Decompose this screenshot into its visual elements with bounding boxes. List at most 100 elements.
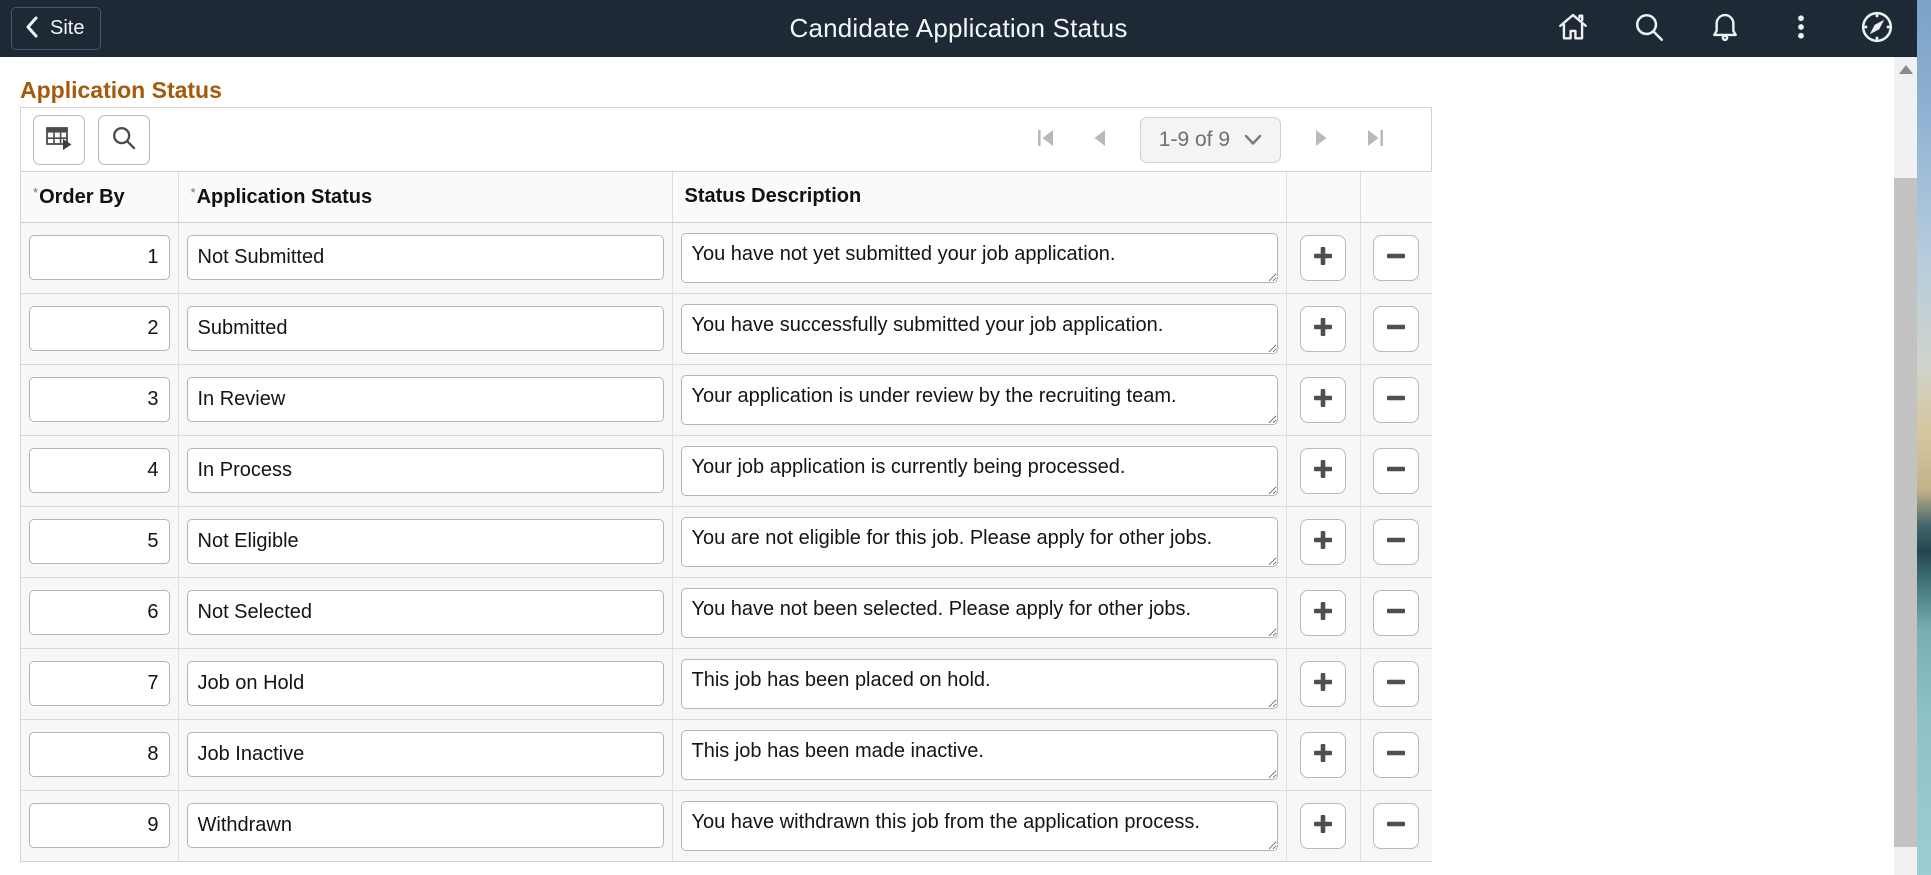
order-by-input[interactable]: [29, 306, 170, 351]
column-header-add: [1286, 172, 1361, 223]
order-by-input[interactable]: [29, 235, 170, 280]
grid-actions-button[interactable]: [33, 114, 85, 165]
status-description-textarea[interactable]: Your job application is currently being …: [680, 445, 1278, 496]
order-by-input[interactable]: [29, 732, 170, 777]
next-page-icon: [1309, 126, 1333, 153]
status-description-textarea[interactable]: You have not been selected. Please apply…: [680, 587, 1278, 638]
table-row: Your job application is currently being …: [21, 435, 1432, 507]
first-page-button[interactable]: [1032, 126, 1060, 154]
application-status-input[interactable]: [186, 306, 664, 351]
plus-icon: [1311, 528, 1335, 555]
column-header-order-by: *Order By: [21, 172, 179, 223]
desktop-wallpaper-sliver: [1917, 0, 1931, 875]
order-by-input[interactable]: [29, 377, 170, 422]
application-status-input[interactable]: [186, 803, 664, 849]
grid-toolbar: 1-9 of 9: [21, 108, 1431, 172]
application-status-input[interactable]: [186, 235, 664, 280]
order-by-input[interactable]: [29, 803, 170, 849]
add-row-button[interactable]: [1300, 518, 1346, 565]
delete-row-button[interactable]: [1373, 660, 1420, 707]
application-status-input[interactable]: [186, 732, 664, 777]
status-description-textarea[interactable]: This job has been made inactive.: [680, 729, 1278, 780]
row-range-label: 1-9 of 9: [1158, 127, 1230, 151]
add-row-button[interactable]: [1300, 731, 1346, 778]
more-actions-button[interactable]: [1779, 7, 1823, 51]
order-by-input[interactable]: [29, 448, 170, 493]
page-content: Application Status: [0, 57, 1894, 875]
add-row-button[interactable]: [1300, 447, 1346, 494]
add-row-button[interactable]: [1300, 589, 1346, 636]
minus-icon: [1384, 528, 1408, 555]
status-table: *Order By *Application Status Status Des…: [21, 172, 1432, 861]
table-row: Your application is under review by the …: [21, 364, 1432, 436]
plus-icon: [1311, 599, 1335, 626]
order-by-input[interactable]: [29, 661, 170, 706]
delete-row-button[interactable]: [1373, 305, 1420, 352]
status-description-textarea[interactable]: This job has been placed on hold.: [680, 658, 1278, 709]
application-status-input[interactable]: [186, 590, 664, 635]
order-by-input[interactable]: [29, 590, 170, 635]
plus-icon: [1311, 812, 1335, 839]
previous-page-button[interactable]: [1086, 126, 1114, 154]
next-page-button[interactable]: [1307, 126, 1335, 154]
minus-icon: [1384, 741, 1408, 768]
first-page-icon: [1034, 126, 1058, 153]
back-chevron-icon: [24, 16, 40, 41]
order-by-input[interactable]: [29, 519, 170, 564]
delete-row-button[interactable]: [1373, 234, 1420, 281]
required-marker: *: [190, 184, 196, 200]
application-status-input[interactable]: [186, 448, 664, 493]
table-row: You are not eligible for this job. Pleas…: [21, 506, 1432, 578]
find-button[interactable]: [98, 114, 150, 165]
vertical-scrollbar[interactable]: [1894, 57, 1917, 875]
application-status-grid: 1-9 of 9: [20, 107, 1432, 862]
add-row-button[interactable]: [1300, 376, 1346, 423]
plus-icon: [1311, 244, 1335, 271]
row-range-select[interactable]: 1-9 of 9: [1139, 116, 1281, 163]
column-header-application-status: *Application Status: [178, 172, 673, 223]
table-row: You have not yet submitted your job appl…: [21, 222, 1432, 294]
application-status-input[interactable]: [186, 377, 664, 422]
add-row-button[interactable]: [1300, 802, 1346, 849]
delete-row-button[interactable]: [1373, 518, 1420, 565]
search-button[interactable]: [1627, 7, 1671, 51]
status-description-textarea[interactable]: You have not yet submitted your job appl…: [680, 232, 1278, 283]
column-header-delete: [1360, 172, 1432, 223]
delete-row-button[interactable]: [1373, 802, 1420, 849]
last-page-button[interactable]: [1361, 126, 1389, 154]
minus-icon: [1384, 599, 1408, 626]
application-status-input[interactable]: [186, 661, 664, 706]
home-button[interactable]: [1551, 7, 1595, 51]
last-page-icon: [1363, 126, 1387, 153]
section-title: Application Status: [20, 77, 222, 103]
delete-row-button[interactable]: [1373, 447, 1420, 494]
delete-row-button[interactable]: [1373, 731, 1420, 778]
plus-icon: [1311, 741, 1335, 768]
app-header: Site Candidate Application Status: [0, 0, 1917, 57]
search-icon: [1632, 10, 1666, 47]
delete-row-button[interactable]: [1373, 376, 1420, 423]
delete-row-button[interactable]: [1373, 589, 1420, 636]
notifications-button[interactable]: [1703, 7, 1747, 51]
minus-icon: [1384, 386, 1408, 413]
status-description-textarea[interactable]: You have withdrawn this job from the app…: [680, 800, 1278, 851]
add-row-button[interactable]: [1300, 660, 1346, 707]
status-description-textarea[interactable]: You have successfully submitted your job…: [680, 303, 1278, 354]
add-row-button[interactable]: [1300, 234, 1346, 281]
home-icon: [1556, 10, 1590, 47]
chevron-down-icon: [1244, 128, 1262, 152]
status-description-textarea[interactable]: You are not eligible for this job. Pleas…: [680, 516, 1278, 567]
navbar-button[interactable]: [1855, 7, 1899, 51]
application-status-input[interactable]: [186, 519, 664, 564]
table-row: You have successfully submitted your job…: [21, 293, 1432, 365]
plus-icon: [1311, 315, 1335, 342]
scrollbar-up-arrow-icon[interactable]: [1899, 65, 1913, 74]
table-row: This job has been placed on hold.: [21, 648, 1432, 720]
back-button[interactable]: Site: [11, 7, 102, 50]
minus-icon: [1384, 670, 1408, 697]
scrollbar-thumb[interactable]: [1894, 178, 1917, 847]
status-description-textarea[interactable]: Your application is under review by the …: [680, 374, 1278, 425]
add-row-button[interactable]: [1300, 305, 1346, 352]
plus-icon: [1311, 386, 1335, 413]
